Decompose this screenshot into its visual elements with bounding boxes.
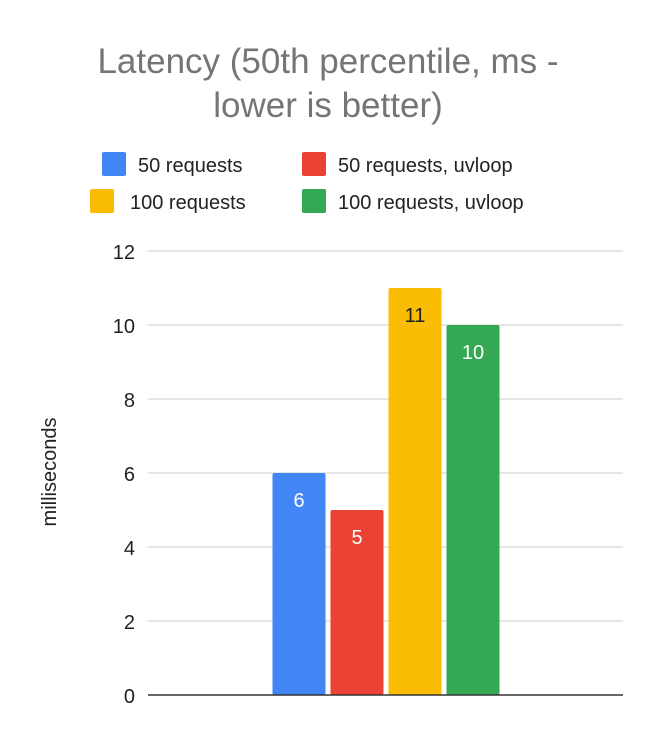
y-axis-ticks: 0 2 4 6 8 10 12 [113, 242, 135, 708]
gridlines [148, 250, 623, 622]
y-tick-label: 4 [124, 538, 135, 560]
bar [446, 325, 500, 695]
legend-label: 100 requests [130, 192, 246, 214]
chart-title-line-1: Latency (50th percentile, ms - [97, 42, 558, 81]
legend: 50 requests 50 requests, uvloop 100 reques… [90, 152, 524, 214]
y-tick-label: 8 [124, 390, 135, 412]
bar [272, 473, 326, 695]
bar-value-label: 6 [293, 490, 304, 512]
y-tick-label: 0 [124, 686, 135, 708]
y-axis-label: milliseconds [39, 418, 61, 527]
legend-swatch [302, 152, 326, 176]
legend-label: 100 requests, uvloop [338, 192, 524, 214]
bar-labels: 6 5 11 10 [293, 305, 484, 549]
bar-value-label: 5 [351, 527, 362, 549]
y-tick-label: 12 [113, 242, 135, 264]
bar-value-label: 10 [462, 342, 484, 364]
bar [330, 510, 384, 695]
chart-title-line-2: lower is better) [213, 86, 443, 125]
bar-value-label: 11 [405, 305, 426, 327]
bar [388, 288, 442, 695]
legend-swatch [302, 189, 326, 213]
bars [272, 288, 500, 695]
y-tick-label: 2 [124, 612, 135, 634]
legend-label: 50 requests [138, 155, 243, 177]
y-tick-label: 6 [124, 464, 135, 486]
legend-swatch [102, 152, 126, 176]
legend-label: 50 requests, uvloop [338, 155, 513, 177]
legend-swatch [90, 189, 114, 213]
y-tick-label: 10 [113, 316, 135, 338]
